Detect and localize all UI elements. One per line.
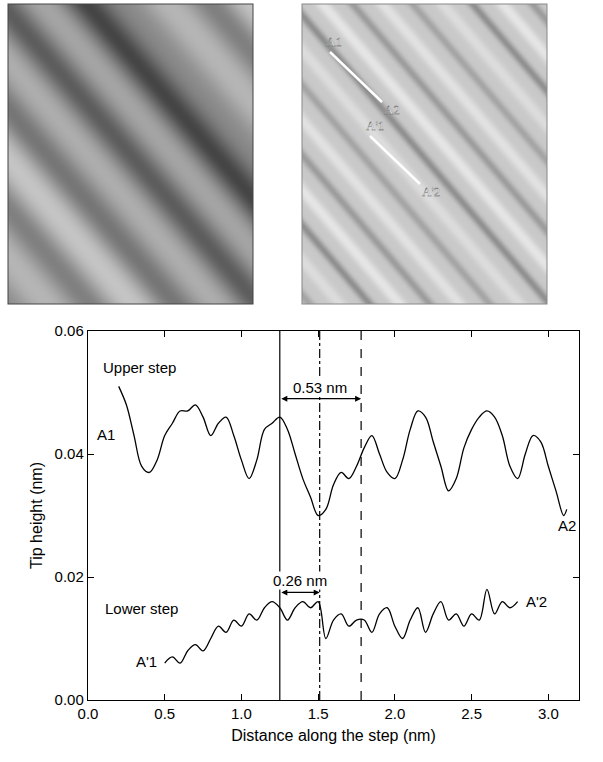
- svg-text:Distance along the step (nm): Distance along the step (nm): [231, 727, 436, 744]
- svg-text:0.04: 0.04: [55, 445, 84, 462]
- svg-text:A'2: A'2: [526, 593, 547, 610]
- svg-text:0.53 nm: 0.53 nm: [293, 379, 347, 396]
- svg-text:A1: A1: [97, 426, 115, 443]
- svg-text:2.5: 2.5: [461, 705, 482, 722]
- svg-text:A1: A1: [326, 34, 342, 49]
- svg-text:3.0: 3.0: [538, 705, 559, 722]
- svg-text:Tip height (nm): Tip height (nm): [28, 462, 45, 569]
- svg-text:0.5: 0.5: [154, 705, 175, 722]
- svg-text:A'2: A'2: [422, 184, 440, 199]
- svg-text:Lower step: Lower step: [105, 600, 178, 617]
- svg-text:A'1: A'1: [366, 118, 384, 133]
- svg-text:A2: A2: [558, 517, 576, 534]
- svg-text:0.0: 0.0: [78, 705, 99, 722]
- svg-text:A'1: A'1: [136, 653, 157, 670]
- svg-text:2.0: 2.0: [384, 705, 405, 722]
- svg-text:1.0: 1.0: [231, 705, 252, 722]
- svg-text:0.02: 0.02: [55, 568, 84, 585]
- svg-text:Upper step: Upper step: [103, 359, 176, 376]
- svg-text:A2: A2: [384, 102, 400, 117]
- svg-text:0.00: 0.00: [55, 691, 84, 708]
- svg-text:0.26 nm: 0.26 nm: [273, 572, 327, 589]
- svg-text:1.5: 1.5: [308, 705, 329, 722]
- svg-text:0.06: 0.06: [55, 322, 84, 339]
